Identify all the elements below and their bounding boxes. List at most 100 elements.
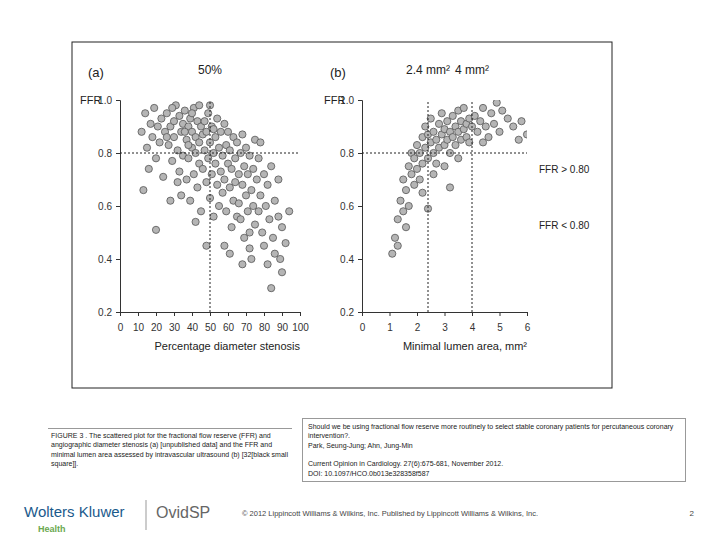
x-tick: 6 xyxy=(525,312,531,333)
data-point xyxy=(248,255,255,262)
x-tick: 20 xyxy=(151,312,163,333)
citation-doi: DOI: 10.1097/HCO.0b013e328358f587 xyxy=(308,469,680,478)
data-point xyxy=(214,115,221,122)
data-point xyxy=(400,176,407,183)
panel-title: (a) xyxy=(88,65,104,80)
x-tick: 0 xyxy=(360,312,366,333)
data-point xyxy=(275,176,282,183)
x-tick-mark xyxy=(228,312,229,316)
data-point xyxy=(493,100,500,106)
data-point xyxy=(400,208,407,215)
data-point xyxy=(165,141,172,148)
x-tick-label: 0 xyxy=(360,322,366,333)
data-point xyxy=(264,181,271,188)
data-point xyxy=(490,120,497,127)
x-tick-label: 80 xyxy=(259,322,271,333)
x-tick-mark xyxy=(192,312,193,316)
y-tick-mark xyxy=(116,206,120,207)
data-point xyxy=(482,123,489,130)
data-point xyxy=(170,134,177,141)
y-tick: 0.4 xyxy=(98,254,120,265)
y-axis: 0.20.40.60.81.0 xyxy=(98,95,120,318)
x-tick-label: 70 xyxy=(241,322,253,333)
reference-line xyxy=(120,153,300,154)
data-point xyxy=(199,165,206,172)
data-point xyxy=(163,134,170,141)
data-point xyxy=(226,250,233,257)
x-tick-mark xyxy=(417,312,418,316)
annotation: FFR > 0.80 xyxy=(539,164,590,175)
data-point xyxy=(413,165,420,172)
data-point xyxy=(217,168,224,175)
data-point xyxy=(151,104,158,111)
x-tick-mark xyxy=(472,312,473,316)
x-tick-label: 0 xyxy=(118,322,124,333)
x-tick-label: 90 xyxy=(277,322,289,333)
reference-label: 2.4 mm² xyxy=(406,63,450,77)
data-point xyxy=(187,197,194,204)
data-point xyxy=(275,213,282,220)
data-point xyxy=(212,134,219,141)
data-point xyxy=(405,163,412,170)
data-point xyxy=(203,179,210,186)
data-point xyxy=(433,136,440,143)
x-tick: 60 xyxy=(223,312,235,333)
data-point xyxy=(278,269,285,276)
data-point xyxy=(260,171,267,178)
x-tick-mark xyxy=(138,312,139,316)
x-tick-label: 2 xyxy=(415,322,421,333)
data-point xyxy=(221,120,228,127)
x-tick-mark xyxy=(246,312,247,316)
copyright: © 2012 Lippincott Williams & Wilkins, In… xyxy=(242,509,538,518)
reference-line xyxy=(210,100,211,312)
data-point xyxy=(158,115,165,122)
x-axis-title: Percentage diameter stenosis xyxy=(154,340,300,352)
data-point xyxy=(174,179,181,186)
y-tick-label: 0.2 xyxy=(98,307,112,318)
data-point xyxy=(455,155,462,162)
data-point xyxy=(271,250,278,257)
x-tick-label: 60 xyxy=(223,322,235,333)
data-point xyxy=(239,131,246,138)
data-point xyxy=(411,155,418,162)
data-point xyxy=(201,118,208,125)
y-tick: 0.4 xyxy=(340,254,362,265)
y-tick: 0.2 xyxy=(98,307,120,318)
panel-title: (b) xyxy=(330,65,346,80)
data-point xyxy=(149,134,156,141)
data-point xyxy=(210,213,217,220)
y-axis-title: FFR xyxy=(324,94,345,106)
y-tick: 0.8 xyxy=(340,148,362,159)
data-point xyxy=(228,224,235,231)
data-point xyxy=(405,202,412,209)
data-point xyxy=(244,208,251,215)
data-point xyxy=(242,192,249,199)
x-axis-line xyxy=(121,313,301,317)
data-point xyxy=(232,179,239,186)
data-point xyxy=(235,200,242,207)
data-point xyxy=(242,144,249,151)
y-axis-line xyxy=(116,101,121,313)
data-point xyxy=(257,192,264,199)
x-tick: 3 xyxy=(442,312,448,333)
x-tick-mark xyxy=(282,312,283,316)
y-tick-label: 0.8 xyxy=(340,148,354,159)
y-tick-mark xyxy=(358,206,362,207)
data-point xyxy=(257,139,264,146)
reference-line xyxy=(472,100,473,312)
data-point xyxy=(474,128,481,135)
data-point xyxy=(510,123,517,130)
data-point xyxy=(196,102,203,109)
x-tick: 100 xyxy=(292,312,309,333)
data-point xyxy=(215,202,222,209)
data-point xyxy=(241,234,248,241)
data-point xyxy=(430,171,437,178)
y-tick: 0.2 xyxy=(340,307,362,318)
data-point xyxy=(444,118,451,125)
data-point xyxy=(197,208,204,215)
data-point xyxy=(215,144,222,151)
data-point xyxy=(169,104,176,111)
x-tick-label: 6 xyxy=(525,322,531,333)
y-axis-title: FFR xyxy=(80,94,101,106)
x-tick-mark xyxy=(527,312,528,316)
